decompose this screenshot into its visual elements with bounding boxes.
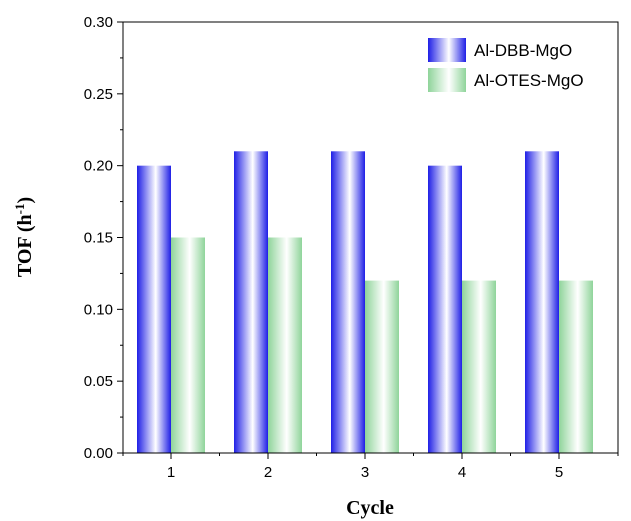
bar-al-dbb-mgo-cycle-1 (137, 165, 171, 453)
bar-al-otes-mgo-cycle-5 (559, 280, 593, 453)
x-tick-label: 5 (555, 464, 563, 481)
x-axis-title: Cycle (346, 497, 394, 519)
y-tick-label: 0.05 (84, 373, 113, 390)
bar-al-otes-mgo-cycle-1 (171, 237, 205, 453)
legend-label-al-otes-mgo: Al-OTES-MgO (474, 71, 584, 90)
bar-al-dbb-mgo-cycle-2 (234, 151, 268, 454)
bars-layer (137, 151, 593, 454)
bar-al-dbb-mgo-cycle-5 (525, 151, 559, 454)
legend: Al-DBB-MgO Al-OTES-MgO (428, 38, 584, 92)
legend-swatch-al-dbb-mgo (428, 38, 466, 62)
legend-swatch-al-otes-mgo (428, 68, 466, 92)
y-axis-title: TOF (h-1) (12, 197, 36, 277)
bar-al-otes-mgo-cycle-2 (268, 237, 302, 453)
bar-al-otes-mgo-cycle-3 (365, 280, 399, 453)
bar-al-otes-mgo-cycle-4 (462, 280, 496, 453)
bar-al-dbb-mgo-cycle-3 (331, 151, 365, 454)
y-tick-label: 0.10 (84, 301, 113, 318)
y-axis-title-main: TOF (h (14, 214, 36, 277)
y-tick-label: 0.30 (84, 14, 113, 31)
y-axis-title-sup: -1 (12, 204, 27, 215)
x-tick-label: 4 (458, 464, 466, 481)
y-tick-label: 0.25 (84, 86, 113, 103)
legend-label-al-dbb-mgo: Al-DBB-MgO (474, 41, 572, 60)
x-tick-label: 1 (167, 464, 175, 481)
y-tick-label: 0.20 (84, 158, 113, 175)
bar-al-dbb-mgo-cycle-4 (428, 165, 462, 453)
y-axis-title-close: ) (14, 197, 36, 204)
x-tick-label: 2 (264, 464, 272, 481)
y-tick-label: 0.15 (84, 230, 113, 247)
x-tick-label: 3 (361, 464, 369, 481)
y-tick-label: 0.00 (84, 445, 113, 462)
ticks-layer: 0.00 0.05 0.10 0.15 0.20 0.25 0.30 1 2 3 4 5 (84, 14, 619, 481)
